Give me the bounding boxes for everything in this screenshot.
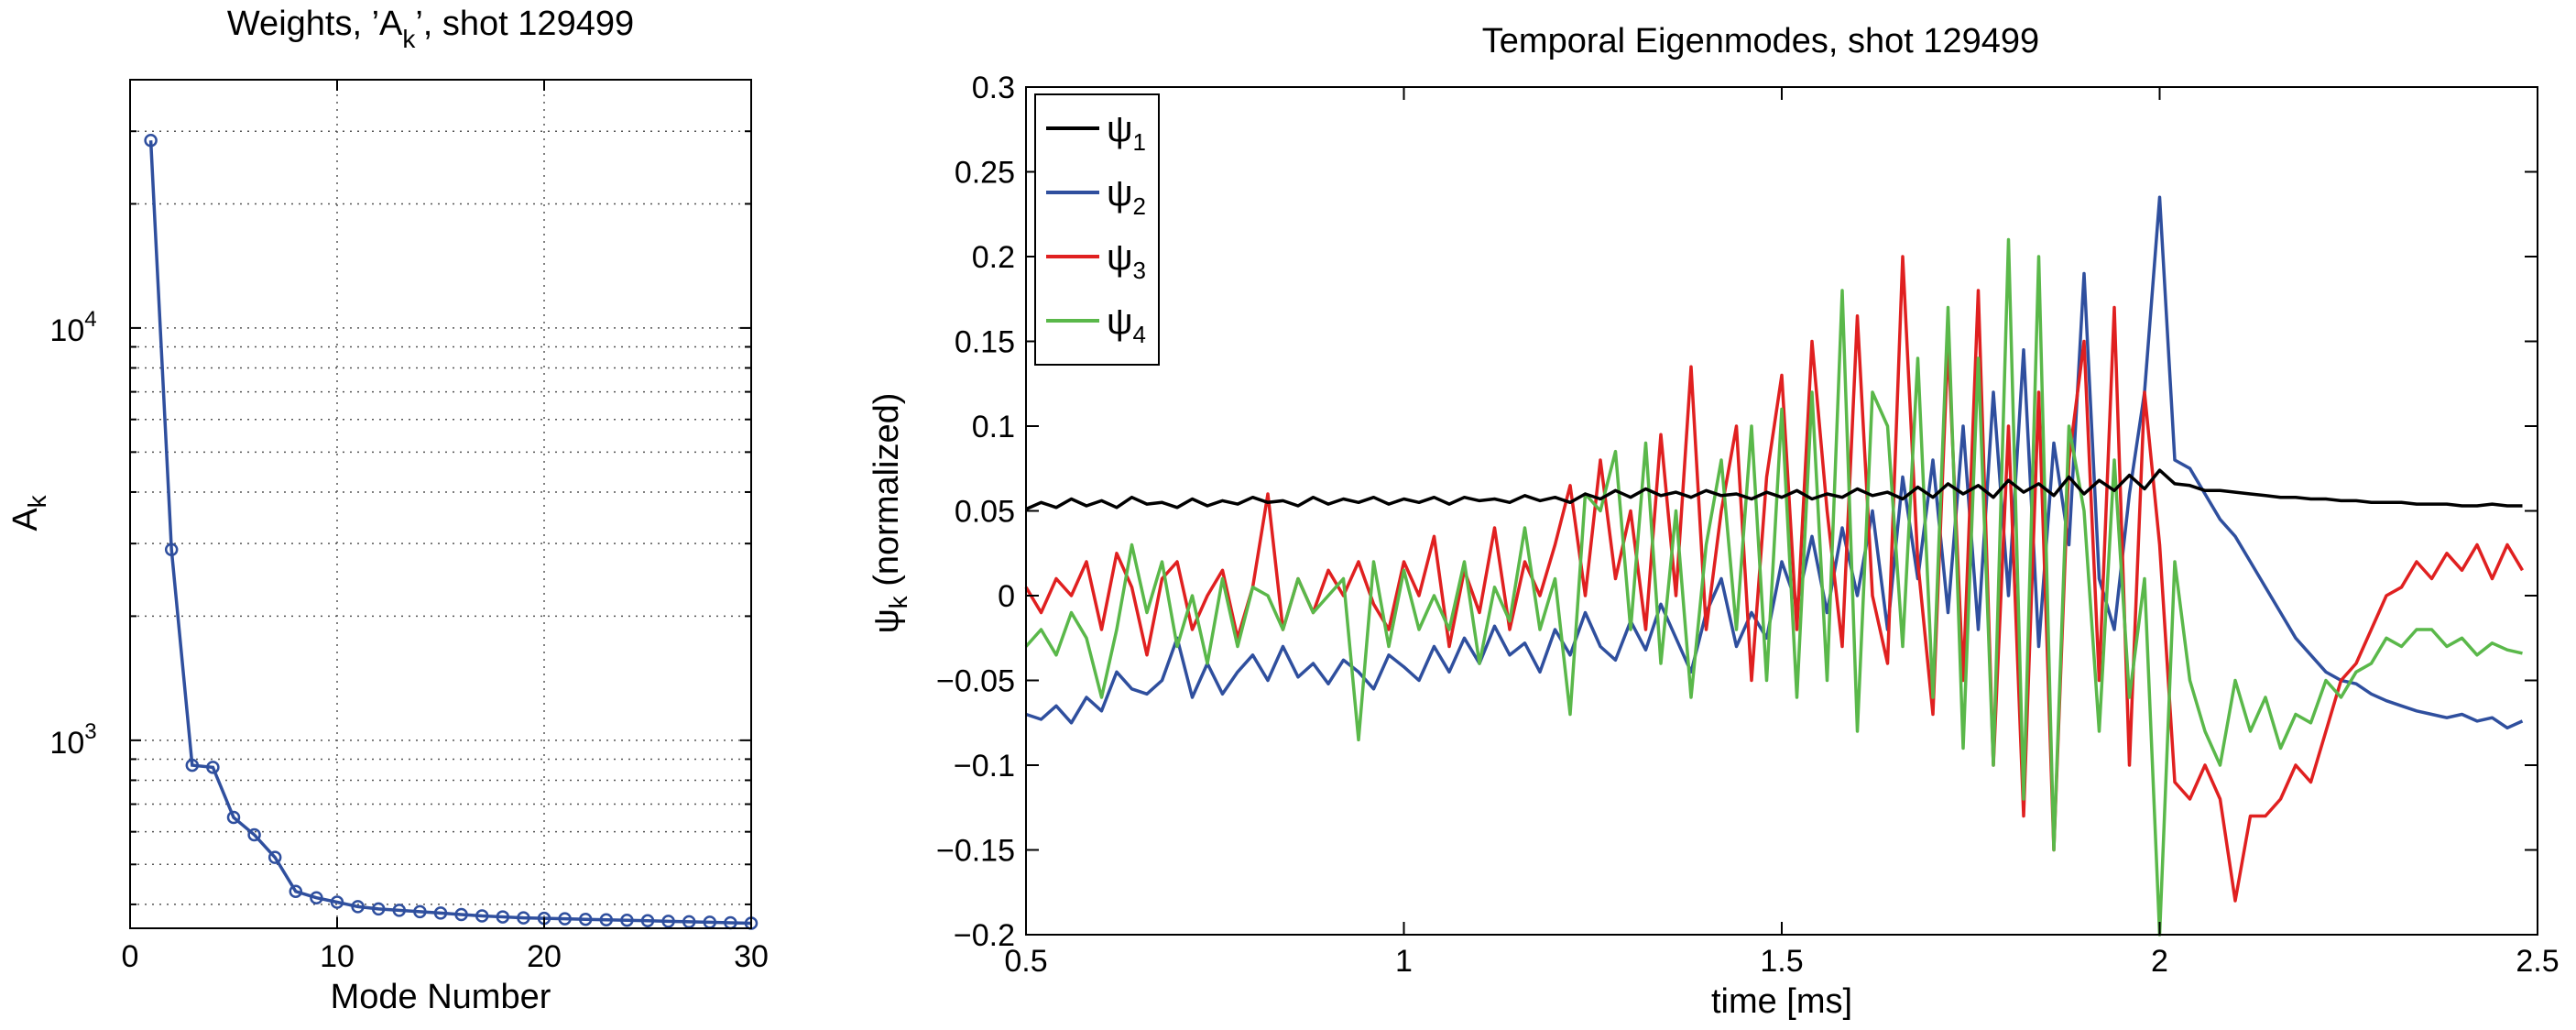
- legend-label-sub: 3: [1133, 257, 1146, 284]
- eigenmodes-ytick-label: −0.05: [936, 664, 1015, 699]
- eigenmodes-ytick-label: 0.3: [972, 71, 1015, 105]
- weights-title-pre: Weights, ’A: [227, 5, 403, 43]
- eigenmodes-chart: Temporal Eigenmodes, shot 129499 0.5 1 1.5…: [868, 22, 2560, 1021]
- weights-xtick-label: 0: [122, 939, 139, 974]
- eigenmodes-chart-title: Temporal Eigenmodes, shot 129499: [1482, 22, 2039, 60]
- weights-point: [413, 904, 427, 919]
- weights-point: [578, 912, 593, 926]
- weights-ytick-base: 10: [49, 313, 84, 348]
- weights-point: [247, 827, 261, 842]
- weights-ytick-exp: 3: [84, 719, 96, 744]
- weights-xtick-label: 30: [734, 939, 769, 974]
- eigenmodes-xtick-label: 1: [1395, 944, 1413, 979]
- legend-label: ψ2: [1107, 173, 1146, 220]
- weights-chart-title: Weights, ’Ak’, shot 129499: [227, 5, 634, 53]
- weights-point: [185, 758, 200, 772]
- legend-label-sub: 1: [1133, 128, 1146, 156]
- legend-label-sub: 2: [1133, 192, 1146, 220]
- weights-point: [392, 904, 407, 917]
- weights-point: [475, 909, 489, 923]
- weights-chart: Weights, ’Ak’, shot 129499 0 10 20 30103104…: [6, 5, 769, 1016]
- eigenmodes-series-line-1: [1025, 468, 2523, 511]
- weights-point: [310, 891, 323, 904]
- weights-point: [144, 133, 158, 148]
- eigenmodes-xtick-label: 2: [2151, 944, 2168, 979]
- weights-point: [433, 906, 448, 920]
- eigenmodes-ytick-label: 0.25: [955, 156, 1015, 191]
- legend-label-main: ψ: [1107, 173, 1133, 214]
- weights-ytick-exp: 4: [84, 307, 96, 332]
- weights-series: [144, 133, 759, 930]
- weights-ylabel: Ak: [6, 494, 51, 531]
- weights-point: [640, 914, 655, 928]
- weights-point: [558, 912, 572, 926]
- weights-ylabel-main: A: [6, 508, 45, 531]
- eigenmodes-plot-frame: [1025, 86, 2538, 936]
- legend-label: ψ1: [1107, 109, 1146, 156]
- weights-xlabel: Mode Number: [331, 978, 551, 1016]
- eigenmodes-ylabel-sub: k: [884, 595, 912, 608]
- eigenmodes-ylabel: ψk (normalized): [868, 393, 912, 634]
- weights-ytick-base: 10: [49, 726, 84, 761]
- eigenmodes-ticks: 0.5 1 1.5 2 2.5 −0.2 −0.15 −0.1 −0.05 0 0.05 0.1 0.1…: [936, 71, 2560, 979]
- eigenmodes-ytick-label: 0.2: [972, 240, 1015, 275]
- weights-point: [517, 911, 530, 925]
- weights-xtick-label: 10: [320, 939, 355, 974]
- weights-grid: [130, 79, 751, 928]
- weights-ytick-label: 103: [49, 719, 96, 761]
- eigenmodes-xlabel: time [ms]: [1711, 982, 1852, 1021]
- weights-title-post: ’, shot 129499: [415, 5, 634, 43]
- weights-point: [206, 761, 220, 774]
- eigenmodes-series: [1024, 195, 2525, 937]
- eigenmodes-ylabel-post: (normalized): [868, 393, 906, 597]
- weights-point: [164, 542, 179, 557]
- weights-point: [454, 907, 468, 922]
- eigenmodes-ylabel-main: ψ: [868, 608, 906, 633]
- eigenmodes-ytick-label: 0.15: [955, 325, 1015, 360]
- eigenmodes-series-line-2: [1025, 195, 2524, 730]
- weights-point: [226, 810, 241, 825]
- weights-xtick-label: 20: [527, 939, 562, 974]
- legend-label: ψ3: [1107, 237, 1146, 284]
- weights-title-sub: k: [402, 25, 416, 53]
- weights-point: [620, 914, 634, 927]
- weights-point: [661, 915, 675, 928]
- weights-ylabel-sub: k: [23, 494, 51, 508]
- weights-point: [599, 913, 614, 926]
- eigenmodes-series-line-4: [1024, 237, 2523, 937]
- eigenmodes-series-line-3: [1024, 255, 2525, 903]
- weights-ytick-label: 104: [49, 307, 96, 348]
- weights-point: [496, 910, 510, 924]
- eigenmodes-ytick-label: 0: [998, 579, 1015, 614]
- weights-plot-frame: [129, 79, 752, 929]
- eigenmodes-xtick-label: 2.5: [2516, 944, 2559, 979]
- weights-point: [330, 895, 344, 909]
- legend-label: ψ4: [1107, 301, 1146, 348]
- eigenmodes-xtick-label: 1.5: [1760, 944, 1803, 979]
- weights-point: [371, 902, 386, 916]
- weights-point: [351, 900, 365, 914]
- legend-label-main: ψ: [1107, 301, 1133, 342]
- weights-point: [289, 884, 303, 899]
- eigenmodes-ytick-label: −0.15: [936, 834, 1015, 869]
- eigenmodes-xtick-label: 0.5: [1004, 944, 1047, 979]
- legend-label-sub: 4: [1133, 321, 1146, 348]
- eigenmodes-ytick-label: −0.1: [954, 749, 1015, 783]
- eigenmodes-ytick-label: 0.1: [972, 410, 1015, 444]
- weights-point: [267, 850, 282, 864]
- eigenmodes-ytick-label: 0.05: [955, 495, 1015, 530]
- legend-label-main: ψ: [1107, 109, 1133, 149]
- weights-point: [682, 915, 696, 929]
- legend-label-main: ψ: [1107, 237, 1133, 278]
- eigenmodes-ytick-label: −0.2: [954, 918, 1015, 953]
- weights-series-line: [148, 140, 752, 926]
